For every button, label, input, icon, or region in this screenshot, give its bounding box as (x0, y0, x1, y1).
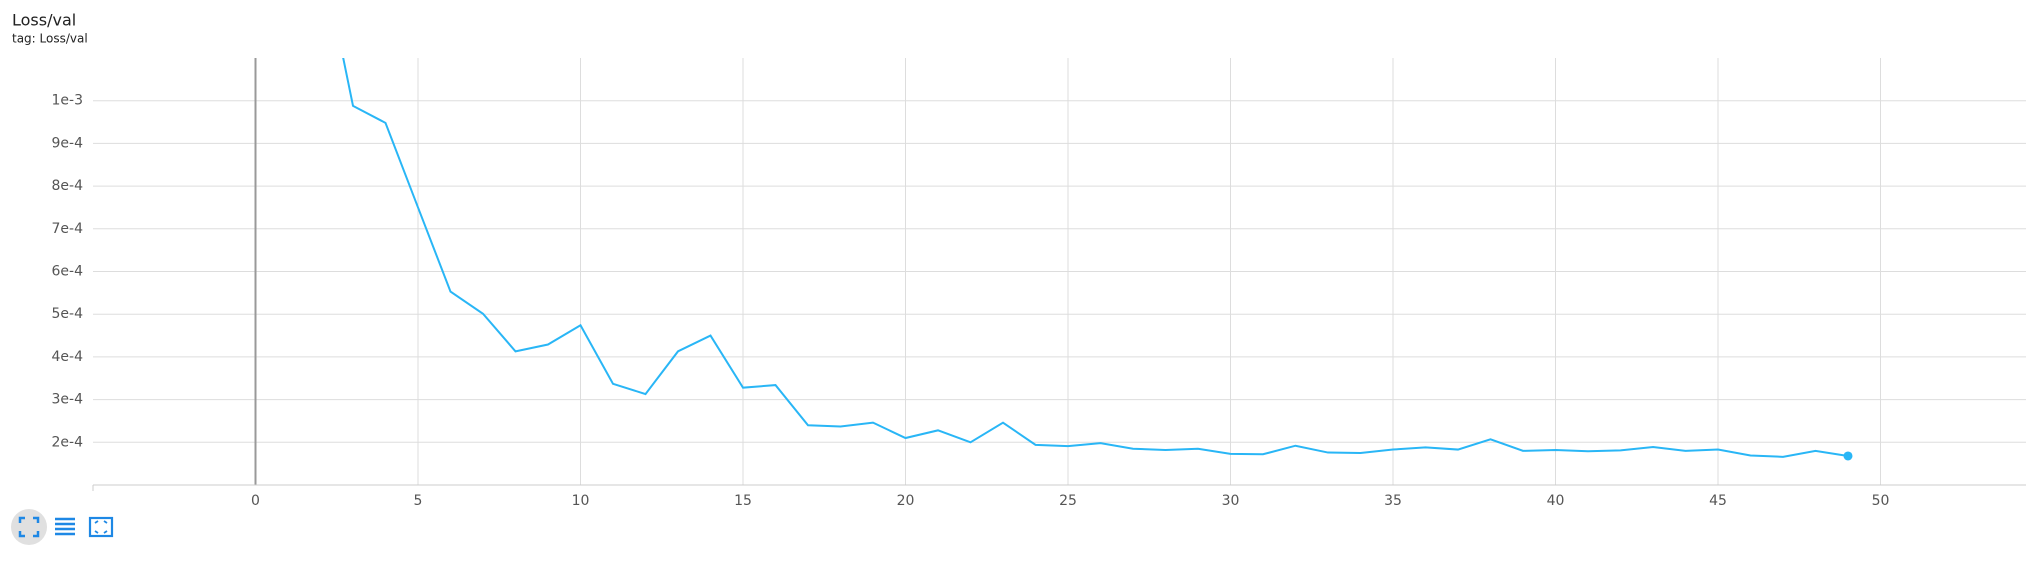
y-tick-label: 7e-4 (52, 221, 84, 237)
y-tick-label: 1e-3 (52, 93, 83, 109)
x-tick-label: 40 (1547, 493, 1565, 509)
x-tick-label: 15 (734, 493, 752, 509)
chart-title: Loss/val (12, 11, 76, 30)
x-tick-label: 35 (1384, 493, 1402, 509)
x-tick-label: 0 (251, 493, 260, 509)
plot-area (342, 58, 1853, 461)
y-tick-label: 2e-4 (52, 434, 84, 450)
x-tick-label: 30 (1222, 493, 1240, 509)
fit-button-bg (11, 509, 47, 545)
y-tick-label: 8e-4 (52, 178, 84, 194)
fullscreen-arrows (94, 520, 108, 534)
y-tick-label: 4e-4 (52, 349, 84, 365)
grid (92, 58, 2026, 491)
x-tick-label: 25 (1059, 493, 1077, 509)
data-table-icon[interactable] (55, 517, 75, 536)
x-tick-label: 5 (414, 493, 423, 509)
fullscreen-icon[interactable] (88, 516, 114, 538)
last-point (1843, 451, 1853, 461)
x-tick-label: 45 (1709, 493, 1727, 509)
x-tick-label: 10 (572, 493, 590, 509)
y-tick-label: 3e-4 (52, 392, 84, 408)
x-tick-label: 20 (897, 493, 915, 509)
y-tick-label: 9e-4 (52, 135, 84, 151)
chart-subtitle: tag: Loss/val (12, 32, 88, 46)
toolbar (11, 509, 114, 545)
y-tick-label: 6e-4 (52, 264, 84, 280)
fit-icon[interactable] (18, 516, 40, 538)
series-line (342, 58, 1849, 458)
x-tick-label: 50 (1872, 493, 1890, 509)
y-tick-label: 5e-4 (52, 306, 84, 322)
